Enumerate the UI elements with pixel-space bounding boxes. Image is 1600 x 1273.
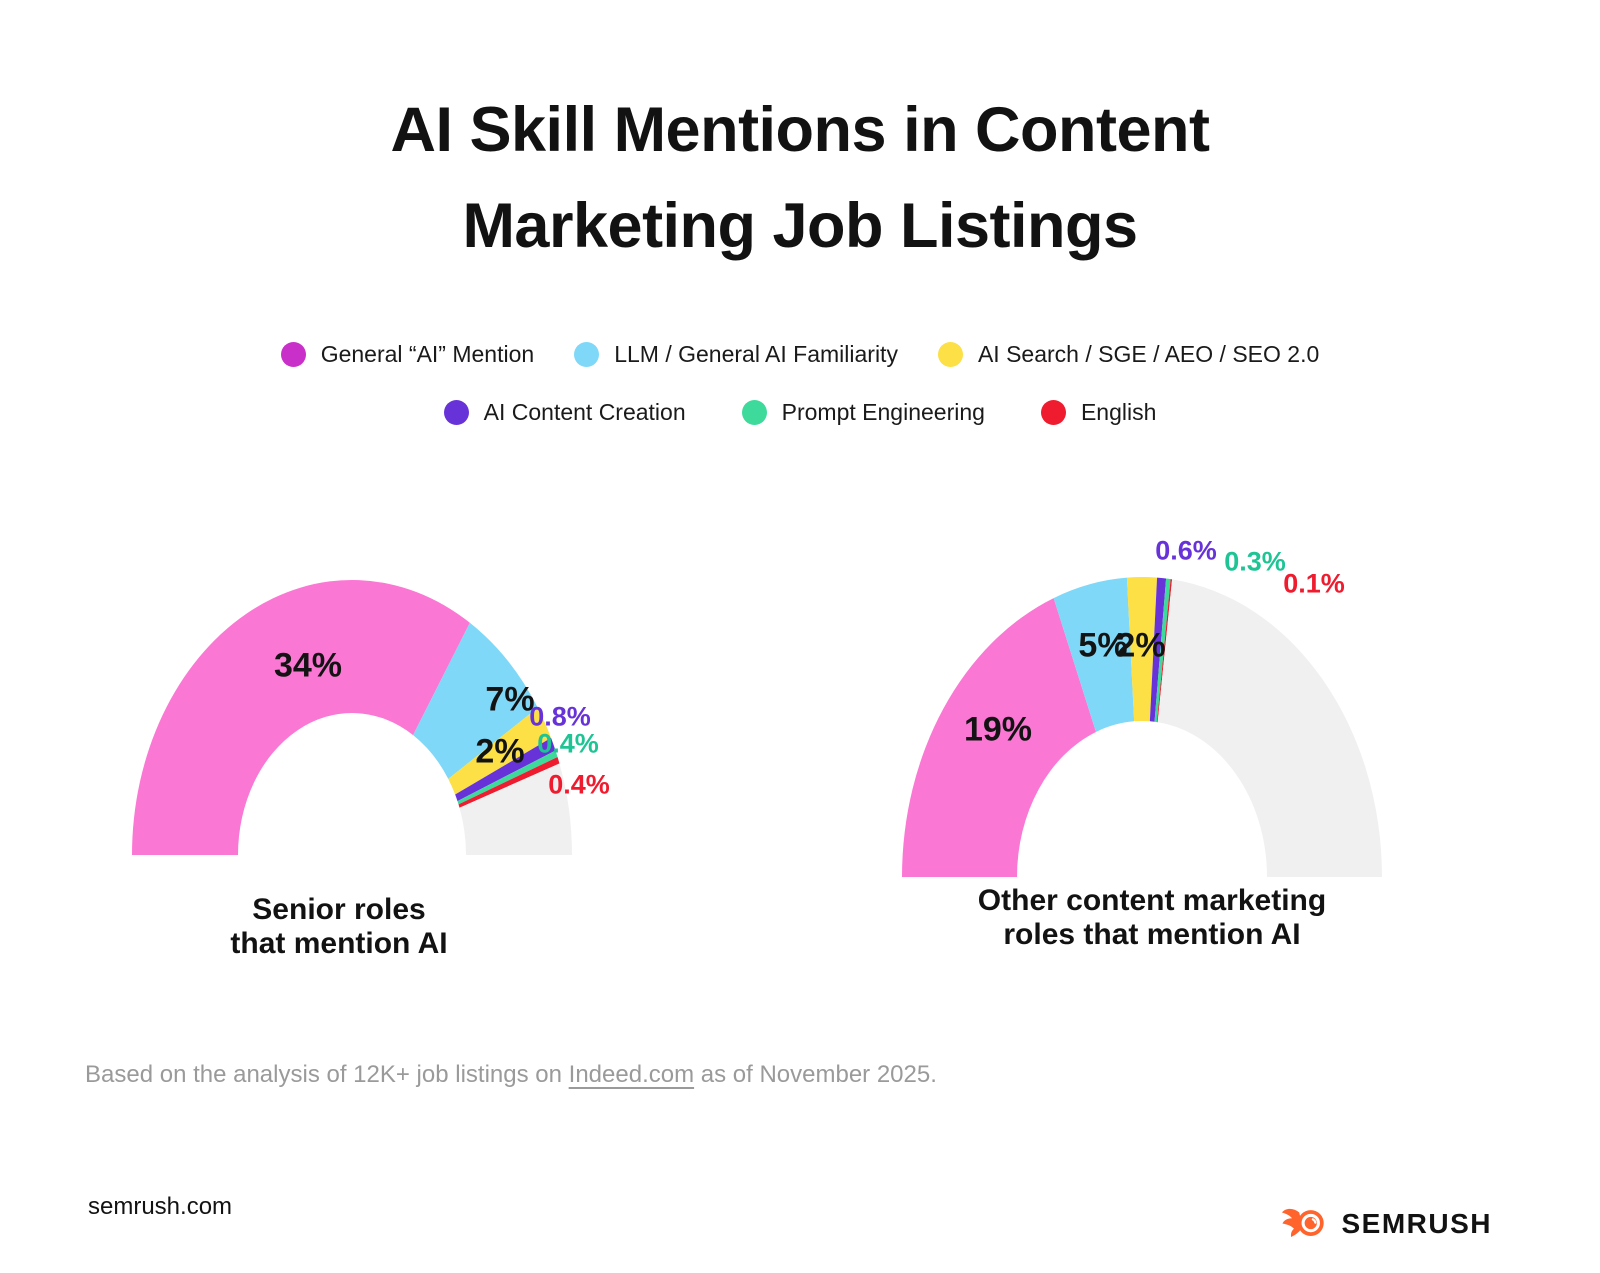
legend-label: AI Search / SGE / AEO / SEO 2.0 [977,341,1320,367]
percent-label-ai-content-creation: 0.8% [529,701,591,732]
gauge-segment-english [458,756,560,808]
percent-label-prompt-engineering: 0.3% [1224,546,1286,577]
legend-dot-icon [741,400,767,425]
percent-label-english: 0.4% [548,769,610,800]
legend-label: AI Content Creation [483,399,686,425]
chart-caption-senior-roles: Senior roles that mention AI [230,893,448,960]
legend-dot-icon [1040,400,1066,425]
percent-label-english: 0.1% [1283,568,1345,599]
legend-item-prompt-engineering: Prompt Engineering [741,399,985,426]
percent-label-general-ai: 19% [963,710,1033,749]
indeed-link[interactable]: Indeed.com [568,1061,695,1088]
semrush-logo: SEMRUSH [1281,1204,1492,1244]
legend-label: LLM / General AI Familiarity [614,341,898,367]
gauge-segment-prompt-engineering [1154,578,1171,723]
title-line-2: Marketing Job Listings [462,191,1138,261]
legend-dot-icon [443,400,469,425]
semrush-url[interactable]: semrush.com [88,1193,233,1220]
legend-item-ai-search: AI Search / SGE / AEO / SEO 2.0 [937,341,1320,368]
source-footnote: Based on the analysis of 12K+ job listin… [85,1061,937,1088]
gauge-segment-ai-content-creation [1149,577,1167,722]
title-line-1: AI Skill Mentions in Content [390,95,1211,165]
gauge-segment-ai-search-sge-aeo-seo-2-0 [1126,576,1158,722]
legend-label: Prompt Engineering [781,399,985,425]
gauge-segment-remainder [1157,579,1382,877]
legend: General “AI” Mention LLM / General AI Fa… [0,341,1600,426]
gauge-segment-general-ai-mention [902,598,1096,877]
gauge-segment-llm-general-ai-familiarity [1053,577,1135,732]
legend-dot-icon [280,342,306,367]
gauge-segment-general-ai-mention [132,580,470,855]
percent-label-general-ai: 34% [273,646,343,685]
gauge-segment-llm-general-ai-familiarity [413,622,538,779]
gauge-segment-english [1156,579,1173,723]
other-roles-half-donut-chart [902,576,1382,877]
percent-label-ai-search: 2% [475,732,525,771]
legend-row-1: General “AI” Mention LLM / General AI Fa… [0,341,1600,368]
gauge-segment-prompt-engineering [457,750,558,805]
percent-label-llm: 5% [1078,626,1128,665]
legend-dot-icon [937,342,963,367]
senior-roles-half-donut-chart [132,580,572,855]
legend-dot-icon [574,342,600,367]
percent-label-llm: 7% [485,680,535,719]
chart-caption-other-roles: Other content marketing roles that menti… [977,884,1327,951]
gauge-segment-ai-content-creation [455,737,556,802]
percent-label-prompt-engineering: 0.4% [537,728,599,759]
legend-label: English [1080,399,1157,425]
semrush-flame-icon [1282,1208,1325,1237]
legend-item-ai-content-creation: AI Content Creation [443,399,686,426]
semrush-wordmark: SEMRUSH [1341,1208,1492,1239]
percent-label-ai-search: 2% [1116,626,1166,665]
legend-item-general-ai-mention: General “AI” Mention [280,341,535,368]
legend-item-llm-general-ai-familiarity: LLM / General AI Familiarity [574,341,898,368]
legend-label: General “AI” Mention [320,341,535,367]
percent-label-ai-content-creation: 0.6% [1155,535,1217,566]
legend-item-english: English [1040,399,1157,426]
legend-row-2: AI Content Creation Prompt Engineering E… [0,399,1600,426]
gauge-segment-ai-search-sge-aeo-seo-2-0 [448,707,552,795]
gauge-segment-remainder [459,763,572,855]
page-title: AI Skill Mentions in Content Marketing J… [0,82,1600,274]
